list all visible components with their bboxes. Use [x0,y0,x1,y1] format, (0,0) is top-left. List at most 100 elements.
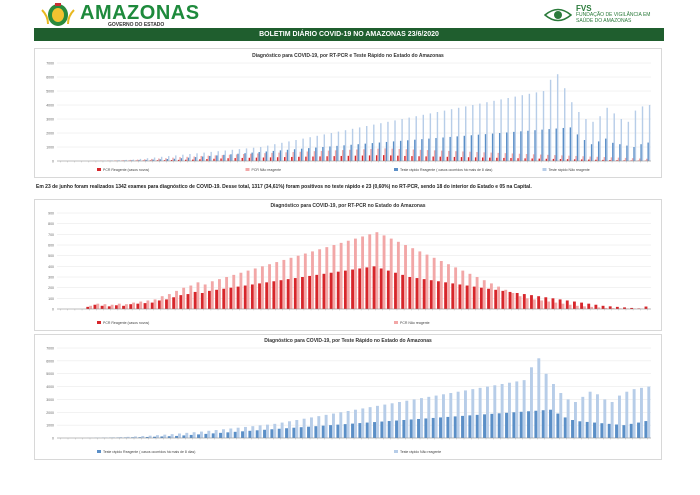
bar [361,155,364,161]
bar [549,409,552,438]
bar [136,303,140,309]
bar [453,416,457,438]
bar [199,159,201,161]
bar [125,159,128,161]
bar [556,413,560,438]
bar [597,307,601,309]
bar [497,152,499,161]
bar [351,269,354,309]
bar [368,407,372,438]
bar [145,159,147,161]
bar [368,155,371,161]
bar [138,160,140,161]
amazonas-logo: AMAZONAS GOVERNO DO ESTADO [40,2,199,28]
bar [549,79,552,161]
bar [272,281,276,309]
bar [389,238,393,309]
bar [575,305,579,309]
bar [399,140,402,161]
bar [494,289,498,309]
bar [170,160,173,161]
bar [506,132,508,161]
y-tick-label: 5000 [46,90,54,94]
bar [471,389,475,438]
bar [275,262,279,309]
bar [611,308,615,309]
bar [515,293,519,309]
bar [336,271,340,309]
y-tick-label: 100 [48,297,54,301]
legend-label: PCR Reagente (casos novos) [103,168,149,172]
y-tick-label: 400 [48,265,54,269]
bar [339,242,343,309]
y-tick-label: 0 [52,160,54,164]
bar [179,157,181,161]
bar [478,387,482,438]
bar [180,158,183,161]
bar [265,151,268,161]
brand-name: AMAZONAS [80,2,200,24]
bar [123,437,127,438]
bar [436,112,439,161]
bar [361,236,365,309]
bar [398,402,401,438]
bar [323,134,326,161]
bar [383,404,387,438]
bar [565,300,569,309]
bar [146,300,150,309]
bar [602,159,604,161]
bar [160,156,163,161]
bar [415,116,417,161]
bar [268,264,271,309]
bar [142,160,144,161]
bar [255,430,259,438]
bar [248,157,251,161]
bar [449,393,453,438]
bar [580,159,583,161]
bar [186,294,190,309]
bar [555,128,557,161]
bar [394,272,397,309]
bar [298,156,300,161]
bar [302,418,306,438]
bar [227,158,229,161]
bar [477,134,480,161]
bar [295,140,297,161]
bar [541,129,543,161]
bar [143,159,146,161]
bar [600,423,604,438]
bar [418,156,420,161]
bar [277,428,281,438]
bar [624,157,627,161]
bar [633,147,635,161]
bar [630,307,634,309]
bar [541,410,545,438]
bar [339,412,343,438]
bar [629,423,633,438]
bar [460,157,463,161]
bar [146,158,149,161]
bar [386,270,390,309]
bar [153,299,157,309]
bar [213,158,215,161]
bar [437,281,440,309]
bar [489,157,491,161]
bar [421,139,423,161]
bar [340,155,342,161]
bar [537,358,541,438]
fvs-subtitle: FUNDAÇÃO DE VIGILÂNCIA EM SAÚDE DO AMAZO… [576,12,651,24]
bar [232,274,236,309]
bar [182,287,186,309]
bar [479,287,483,309]
bar [486,386,489,438]
bar [263,429,266,438]
bar [622,425,626,438]
bar [117,303,121,309]
bar [443,110,446,161]
bar [215,289,219,309]
y-tick-label: 2000 [46,411,54,415]
bar [596,156,598,161]
bar [500,384,504,438]
bar [257,153,259,161]
y-tick-label: 0 [52,437,54,441]
